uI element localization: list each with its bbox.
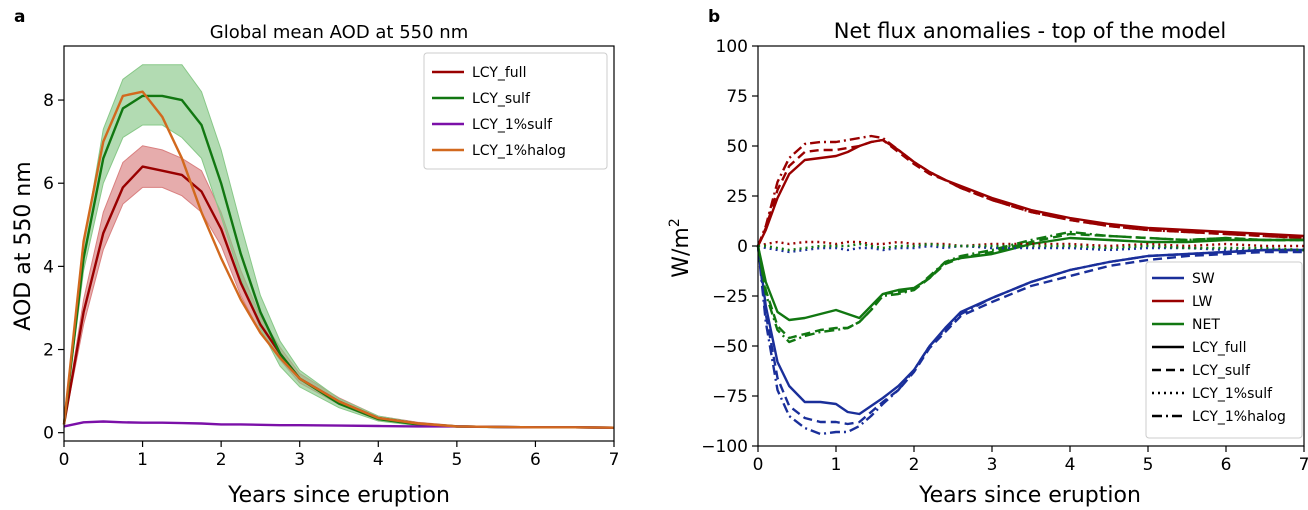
panel-b-y-axis-label-group: W/m2	[667, 218, 694, 278]
panel-b-legend-label: SW	[1192, 271, 1215, 287]
panel-b-y-axis-label: W/m	[669, 227, 694, 278]
panel-a-legend-label: LCY_1%halog	[472, 143, 566, 159]
panel-a-y-tick-label: 4	[43, 257, 54, 277]
panel-a-y-tick-label: 6	[43, 174, 54, 194]
panel-b-series-line-SW	[757, 244, 1304, 254]
panel-a-x-tick-label: 6	[530, 450, 541, 470]
panel-a-series-line-onepct_halog	[62, 90, 615, 429]
svg-text:W/m2: W/m2	[667, 218, 694, 278]
panel-b-x-tick-label: 6	[1221, 455, 1232, 475]
panel-a-y-tick-label: 0	[43, 424, 54, 444]
panel-b-x-tick-label: 3	[987, 455, 998, 475]
panel-b-x-axis-label: Years since eruption	[918, 483, 1141, 508]
panel-b-title: Net flux anomalies - top of the model	[834, 19, 1227, 43]
panel-a-series-line-full	[62, 165, 615, 429]
panel-b-y-tick-label: 75	[726, 87, 748, 107]
panel-a-legend-box	[423, 52, 608, 170]
panel-a-x-tick-label: 2	[216, 450, 227, 470]
panel-b-y-tick-label: 25	[726, 187, 748, 207]
panel-a-legend-label: LCY_sulf	[472, 91, 531, 107]
panel-b-ticks: 0 1 2 3 4 5 6 7 −100 −75 −50 −25 0 25 50 75 100	[701, 37, 1308, 475]
panel-b-series	[756, 134, 1305, 436]
panel-a-title: Global mean AOD at 550 nm	[210, 22, 469, 43]
panel-b-series-line-NET	[756, 236, 1304, 322]
panel-b-x-tick-label: 1	[831, 455, 842, 475]
panel-b-legend: SW LW NET LCY_full LCY_sulf LCY_1%sulf LCY_1%h…	[1145, 261, 1303, 439]
panel-a-ticks: 0 1 2 3 4 5 6 7 0 2 4 6 8	[43, 91, 619, 470]
panel-a-x-tick-label: 7	[609, 450, 620, 470]
panel-b-series-line-LW	[756, 138, 1305, 247]
panel-b-series-line-SW	[756, 245, 1304, 426]
panel-a-frame	[63, 45, 615, 442]
panel-b-series-line-LW	[756, 138, 1305, 247]
panel-b-legend-label: LCY_full	[1192, 340, 1246, 356]
panel-a-legend: LCY_full LCY_sulf LCY_1%sulf LCY_1%halog	[423, 52, 608, 170]
panel-a-letter: a	[14, 7, 25, 27]
panel-a-x-tick-label: 1	[137, 450, 148, 470]
panel-b-series-line-LW	[756, 134, 1305, 247]
panel-b-x-tick-label: 4	[1065, 455, 1076, 475]
panel-b-series-line-NET	[756, 230, 1304, 344]
panel-b-x-tick-label: 0	[753, 455, 764, 475]
panel-b-legend-label: LCY_sulf	[1192, 363, 1251, 379]
panel-b-letter: b	[708, 7, 720, 27]
panel-b-y-tick-label: −75	[712, 387, 748, 407]
panel-b-y-tick-label: −25	[712, 287, 748, 307]
panel-a-legend-label: LCY_1%sulf	[472, 117, 553, 133]
panel-b-x-tick-label: 2	[909, 455, 920, 475]
panel-a: a Global mean AOD at 550 nm Years since …	[11, 7, 619, 508]
panel-b-series-line-SW	[756, 245, 1304, 436]
panel-b-x-tick-label: 7	[1299, 455, 1308, 475]
panel-b-legend-label: LW	[1192, 294, 1213, 310]
panel-b-y-tick-label: 100	[716, 37, 748, 57]
panel-b-legend-label: LCY_1%sulf	[1192, 386, 1273, 402]
panel-b-x-tick-label: 5	[1143, 455, 1154, 475]
panel-a-x-tick-label: 3	[294, 450, 305, 470]
panel-a-series	[62, 90, 615, 429]
panel-a-x-tick-label: 0	[59, 450, 70, 470]
panel-a-y-tick-label: 8	[43, 91, 54, 111]
panel-b-legend-box	[1145, 261, 1303, 439]
panel-b: b Net flux anomalies - top of the model …	[667, 7, 1308, 508]
panel-b-y-tick-label: −50	[712, 337, 748, 357]
panel-b-y-tick-label: 50	[726, 137, 748, 157]
panel-a-x-axis-label: Years since eruption	[227, 483, 450, 508]
panel-b-frame	[757, 45, 1305, 447]
panel-a-y-axis-label: AOD at 550 nm	[11, 161, 36, 330]
panel-b-y-axis-label-superscript: 2	[667, 218, 683, 227]
panel-a-legend-label: LCY_full	[472, 65, 526, 81]
panel-b-legend-label: NET	[1192, 317, 1220, 333]
panel-a-band-full	[63, 145, 615, 429]
panel-a-x-tick-label: 5	[451, 450, 462, 470]
panel-a-x-tick-label: 4	[373, 450, 384, 470]
panel-b-y-tick-label: −100	[701, 437, 748, 457]
panel-a-y-tick-label: 2	[43, 341, 54, 361]
panel-b-y-tick-label: 0	[737, 237, 748, 257]
panel-b-series-line-LW	[757, 240, 1304, 248]
panel-b-series-line-NET	[758, 242, 1305, 252]
panel-b-legend-label: LCY_1%halog	[1192, 409, 1286, 425]
